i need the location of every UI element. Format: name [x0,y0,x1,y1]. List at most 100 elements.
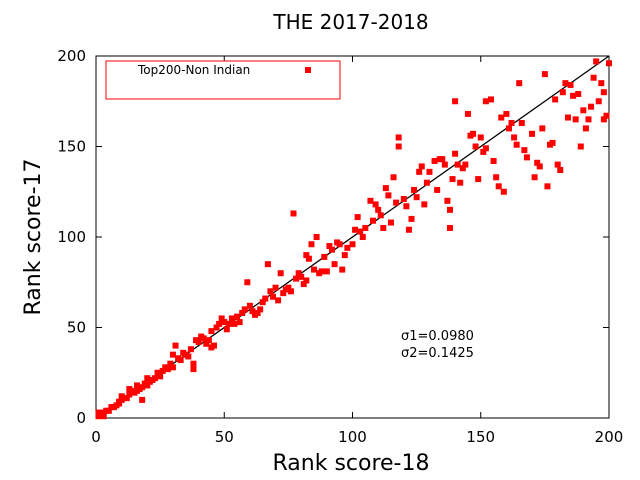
data-point [213,324,220,331]
data-point [236,319,243,326]
data-point [144,382,151,389]
chart-title: THE 2017-2018 [272,10,428,34]
data-point [272,284,279,291]
data-point [157,373,164,380]
data-point [570,92,577,99]
data-point [246,302,253,309]
data-point [426,168,433,175]
data-point [600,116,607,123]
data-point [470,130,477,137]
legend-marker [305,67,311,73]
data-point [336,241,343,248]
data-point [523,154,530,161]
data-point [480,148,487,155]
data-point [159,367,166,374]
data-point [154,369,161,376]
y-tick-label: 150 [57,138,86,156]
data-point [249,308,256,315]
data-point [328,246,335,253]
data-point [241,306,248,313]
data-point [472,143,479,150]
data-point [513,141,520,148]
data-point [439,156,446,163]
data-point [254,310,261,317]
x-tick-label: 50 [215,428,234,446]
data-point [298,273,305,280]
data-point [354,214,361,221]
data-point [516,80,523,87]
data-point [408,215,415,222]
data-point [595,98,602,105]
y-axis-label: Rank score-17 [21,158,46,315]
data-point [482,98,489,105]
data-point [529,130,536,137]
data-point [403,203,410,210]
data-point [557,167,564,174]
data-point [454,161,461,168]
data-point [134,382,141,389]
data-point [588,103,595,110]
data-point [239,310,246,317]
data-point [536,163,543,170]
data-point [321,253,328,260]
data-point [582,125,589,132]
data-point [367,197,374,204]
data-point [580,107,587,114]
data-point [185,353,192,360]
data-point [277,270,284,277]
data-point [600,89,607,96]
data-point [539,125,546,132]
data-point [572,116,579,123]
data-point [295,270,302,277]
data-point [411,186,418,193]
data-point [303,277,310,284]
data-point [308,241,315,248]
tick-labels: 0 50 100 150 200 0 50 100 150 200 [57,47,623,446]
data-point [303,252,310,259]
data-point [372,201,379,208]
data-point [390,174,397,181]
data-point [359,234,366,240]
data-point [341,252,348,259]
data-point [434,186,441,193]
data-point [464,110,471,117]
data-point [269,293,276,300]
data-point [500,188,507,195]
data-point [200,335,207,342]
data-point [323,268,330,275]
data-point [508,119,515,126]
data-point [562,80,569,87]
data-point [521,147,528,154]
x-axis-label: Rank score-18 [272,451,429,476]
data-point [195,338,202,345]
data-point [257,306,264,313]
data-point [559,89,566,96]
data-points [95,58,612,420]
data-point [459,165,466,172]
data-point [228,315,235,322]
data-point [100,413,107,420]
data-point [349,241,356,248]
data-point [380,224,387,231]
data-point [387,219,394,226]
data-point [452,98,459,105]
data-point [139,396,146,403]
data-point [164,366,171,373]
data-point [231,320,238,327]
data-point [105,407,112,414]
data-point [488,96,495,103]
data-point [169,364,176,371]
data-point [216,320,223,327]
data-point [511,134,518,141]
data-point [475,176,482,183]
data-point [490,157,497,164]
data-point [567,81,574,88]
data-point [370,217,377,224]
data-point [498,114,505,121]
legend-box [105,60,341,100]
data-point [400,195,407,202]
data-point [395,143,402,150]
data-point [385,192,392,199]
data-point [541,71,548,78]
data-point [344,244,351,251]
